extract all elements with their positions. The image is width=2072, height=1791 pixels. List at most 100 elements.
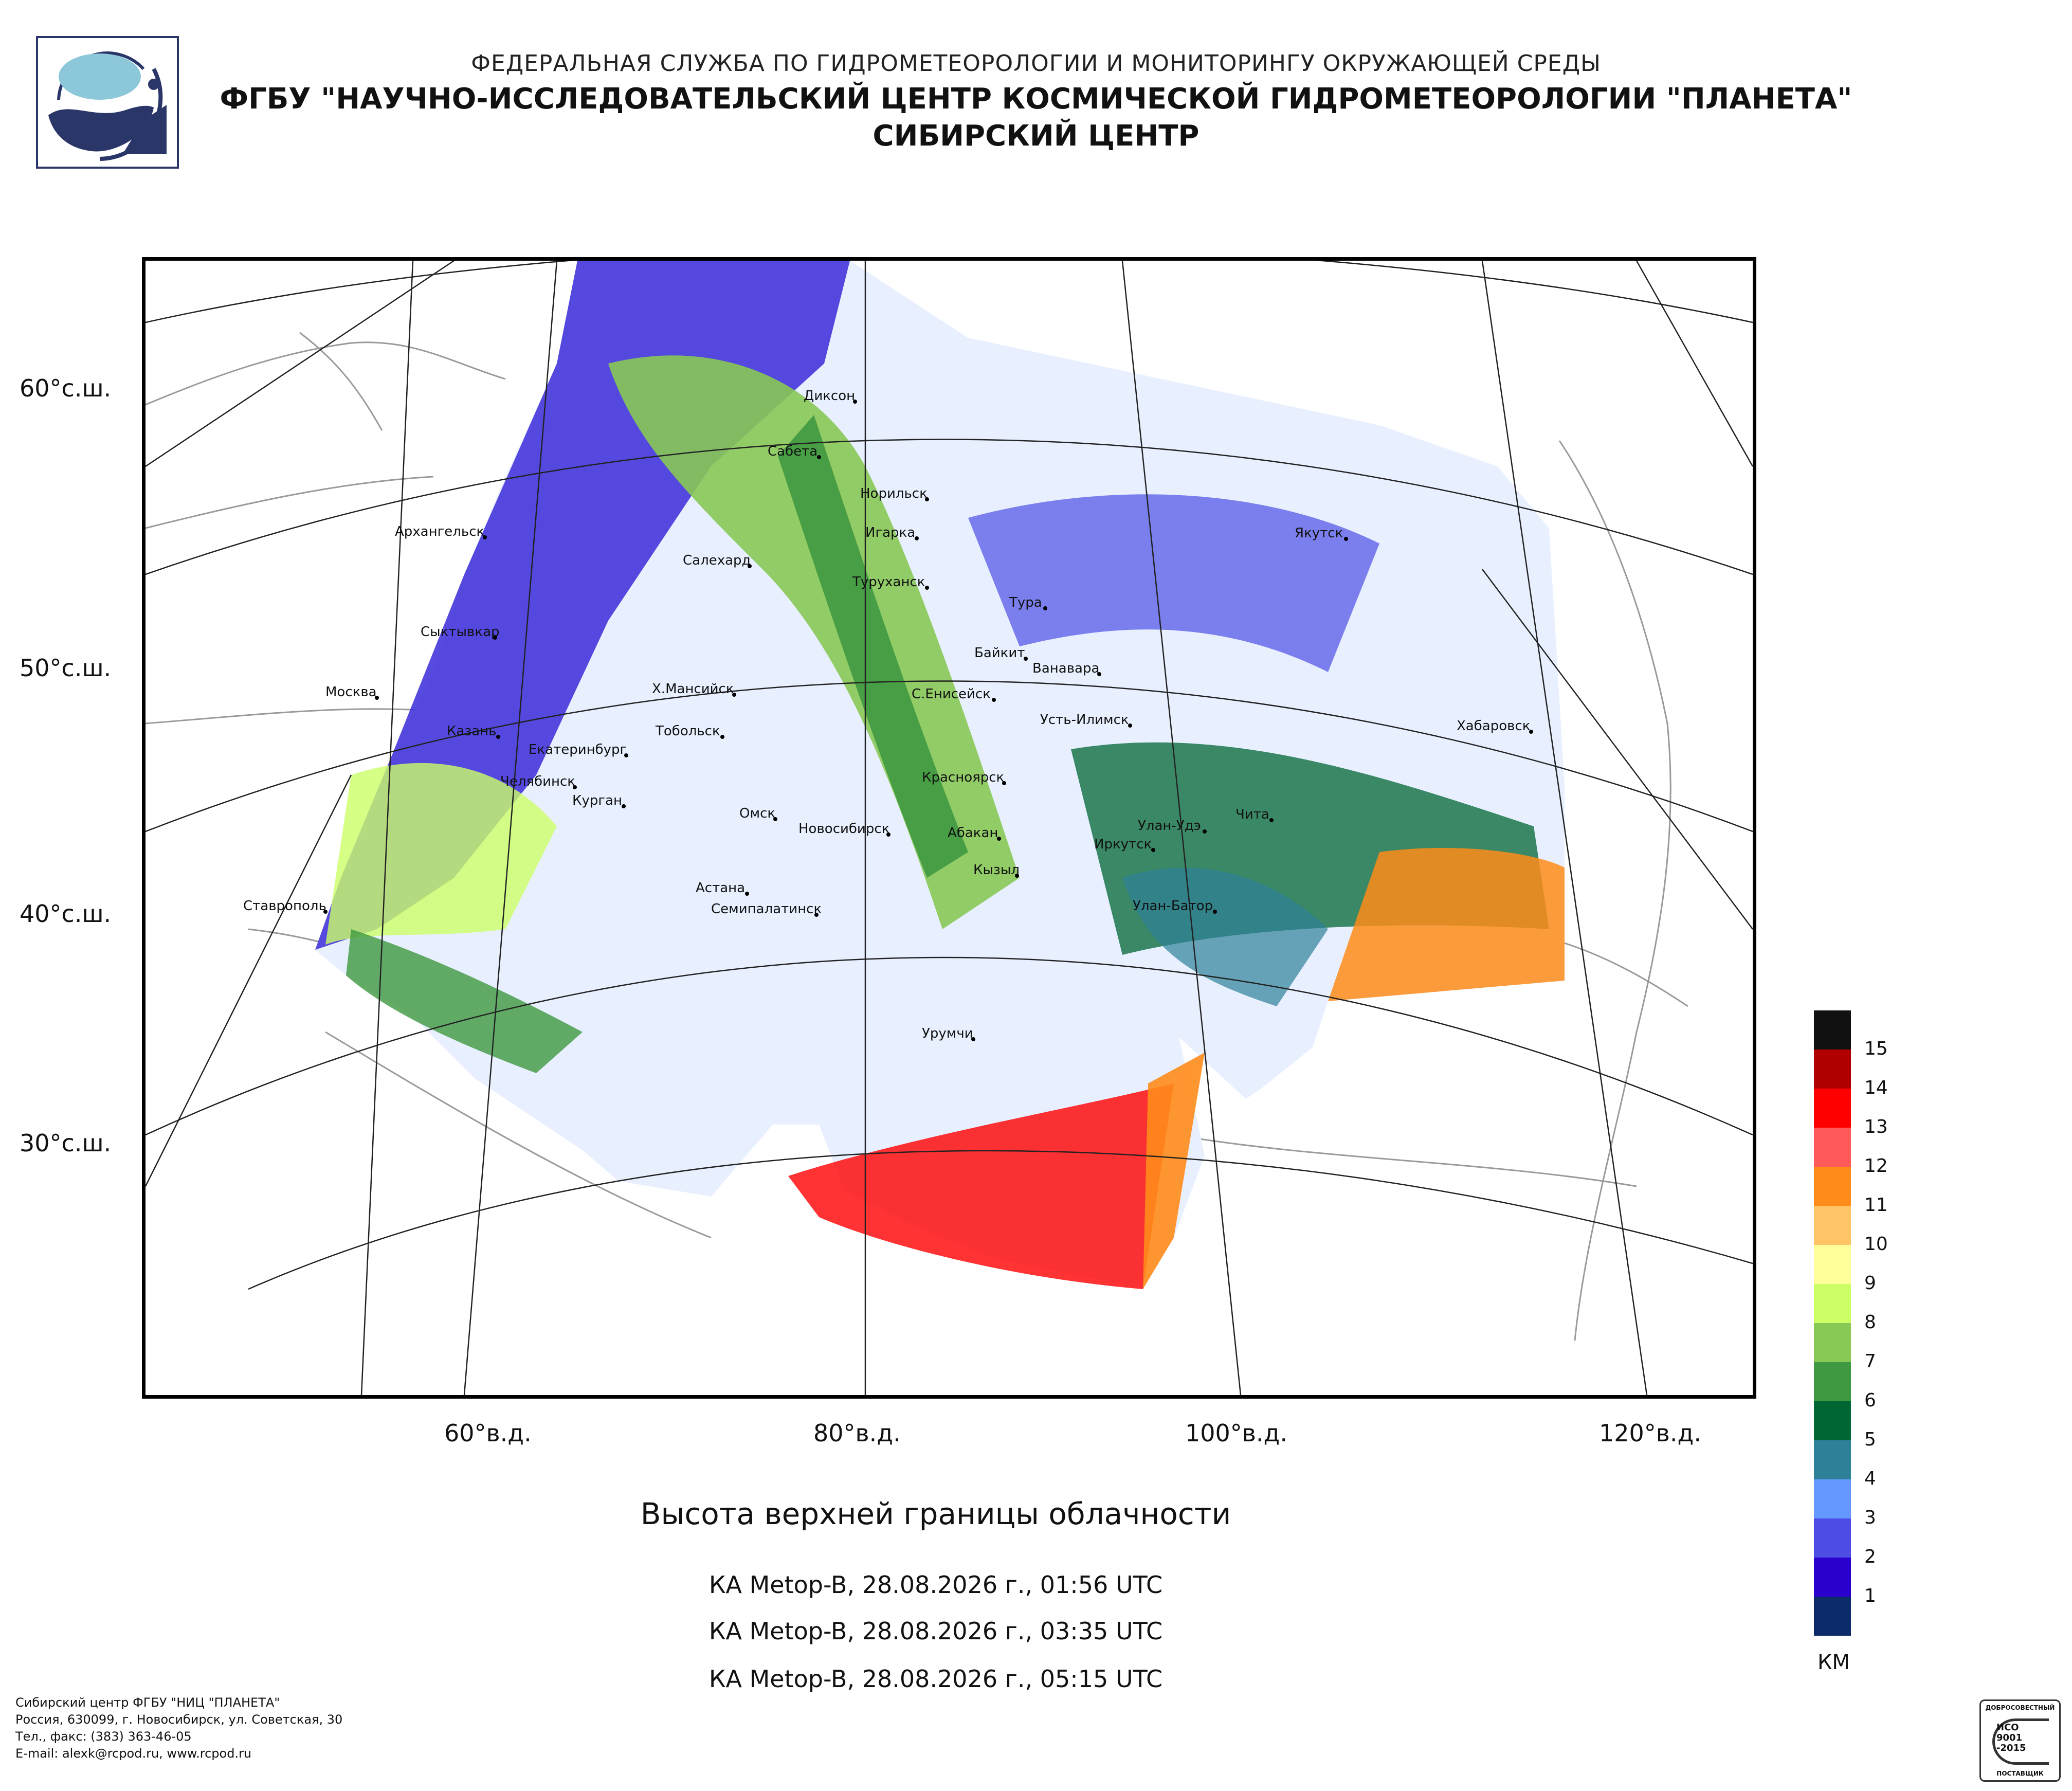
legend-swatch [1814,1206,1851,1245]
city-marker [1043,606,1047,610]
legend-swatch [1814,1440,1851,1479]
city-marker [997,837,1001,841]
legend-label: 11 [1864,1195,1888,1216]
legend-label: 13 [1864,1116,1888,1137]
city-marker [1213,910,1217,914]
legend-label: 8 [1864,1312,1876,1333]
city-marker [732,693,736,697]
city-marker [720,735,724,739]
city-label: Екатеринбург [529,742,627,757]
city-label: Ставрополь [243,898,326,914]
iso-badge-bottom: ПОСТАВЩИК [1996,1770,2044,1777]
legend-unit: КМ [1817,1651,1850,1674]
city-marker [1269,818,1274,822]
city-label: Улан-Удэ [1138,818,1201,834]
city-label: Тура [1009,595,1042,610]
legend-label: 15 [1864,1038,1888,1059]
city-label: Улан-Батор [1133,898,1213,914]
city-marker [1015,874,1019,878]
iso-c-mark-icon [1992,1718,2049,1765]
city-marker [773,817,777,821]
city-marker [853,400,857,404]
legend-label: 10 [1864,1234,1888,1255]
iso-badge-9001: 9001 [1996,1732,2023,1743]
lat-label-50: 50°с.ш. [20,654,112,682]
footer-email: E-mail: alexk@rcpod.ru, www.rcpod.ru [15,1746,252,1761]
city-marker [496,735,500,739]
city-marker [925,497,929,501]
city-label: Архангельск [395,524,485,539]
header-agency: ФЕДЕРАЛЬНАЯ СЛУЖБА ПО ГИДРОМЕТЕОРОЛОГИИ … [471,50,1601,77]
city-marker [971,1037,975,1041]
legend-swatch [1814,1245,1851,1284]
legend-swatch [1814,1401,1851,1440]
city-marker [748,564,752,568]
legend-label: 4 [1864,1468,1876,1489]
city-label: Семипалатинск [711,901,822,917]
city-label: Ванавара [1032,661,1100,676]
city-marker [1128,723,1132,728]
city-label: Новосибирск [798,821,890,837]
legend-swatch [1814,1167,1851,1206]
legend-swatch [1814,1323,1851,1362]
pass-1: КА Metop-B, 28.08.2026 г., 01:56 UTC [708,1571,1163,1599]
city-label: Норильск [860,486,928,501]
city-marker [745,892,749,896]
lat-label-60: 60°с.ш. [20,374,112,402]
city-label: Казань [447,723,497,739]
city-marker [1097,672,1101,676]
city-marker [1529,730,1533,734]
city-label: Челябинск [500,774,576,789]
city-label: Абакан [948,825,998,841]
legend-swatch [1814,1089,1851,1128]
legend-swatch [1814,1479,1851,1518]
header-center: СИБИРСКИЙ ЦЕНТР [873,119,1199,153]
cloud-top-height-map[interactable]: Диксон Сабета Норильск Архангельск Игарка Сал… [142,257,1756,1399]
city-label: Омск [739,806,776,821]
lat-label-40: 40°с.ш. [20,900,112,928]
city-marker [925,586,929,590]
legend-swatch [1814,1597,1851,1636]
city-marker [1151,848,1155,852]
city-marker [622,804,626,808]
city-label: Сабета [768,444,818,459]
map-title: Высота верхней границы облачности [640,1496,1231,1531]
city-marker [573,785,577,789]
city-marker [483,535,487,539]
city-marker [1002,781,1006,785]
map-canvas [146,261,1753,1395]
city-label: Хабаровск [1457,718,1531,734]
legend-swatch [1814,1558,1851,1597]
footer-org: Сибирский центр ФГБУ "НИЦ "ПЛАНЕТА" [15,1695,280,1710]
header-institute: ФГБУ "НАУЧНО-ИССЛЕДОВАТЕЛЬСКИЙ ЦЕНТР КОС… [220,82,1852,116]
legend-label: 12 [1864,1155,1888,1177]
legend-label: 5 [1864,1429,1876,1450]
city-label: Сыктывкар [421,624,500,640]
city-marker [323,910,328,914]
lat-label-30: 30°с.ш. [20,1129,112,1157]
city-label: Байкит [974,645,1025,661]
city-marker [886,833,890,837]
city-label: С.Енисейск [912,686,991,702]
lon-label-100: 100°в.д. [1185,1419,1287,1447]
footer-contacts: Сибирский центр ФГБУ "НИЦ "ПЛАНЕТА" Росс… [15,1694,342,1762]
city-label: Туруханск [852,574,925,590]
legend-label: 14 [1864,1077,1888,1098]
city-label: Усть-Илимск [1040,712,1129,728]
planeta-logo [36,36,179,169]
iso-badge-top: ДОБРОСОВЕСТНЫЙ [1985,1704,2055,1711]
city-label: Астана [696,880,746,896]
lon-label-60: 60°в.д. [444,1419,532,1447]
legend-label: 6 [1864,1390,1876,1411]
lon-label-120: 120°в.д. [1599,1419,1701,1447]
footer-address: Россия, 630099, г. Новосибирск, ул. Сове… [15,1712,343,1727]
city-label: Урумчи [922,1026,973,1041]
legend-swatch [1814,1128,1851,1167]
city-label: Тобольск [656,723,720,739]
legend-swatch [1814,1362,1851,1401]
planeta-emblem-icon [48,51,167,161]
city-label: Курган [572,793,622,808]
city-label: Иркутск [1094,837,1152,852]
footer-phone: Тел., факс: (383) 363-46-05 [15,1729,192,1744]
city-marker [375,696,379,700]
